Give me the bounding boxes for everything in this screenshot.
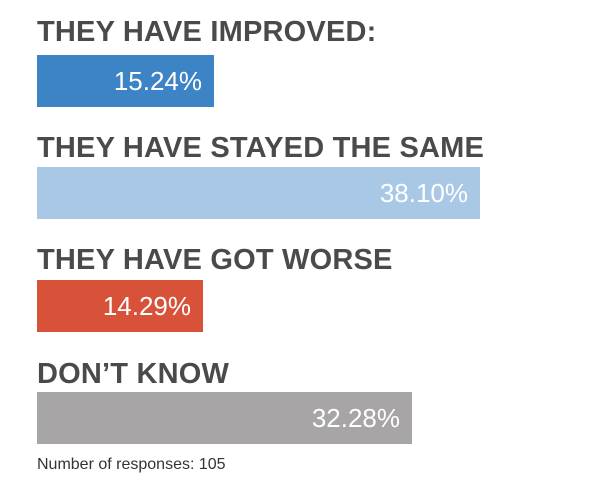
- bar-value-label: 38.10%: [379, 178, 468, 208]
- category-label-don-t-know: DON’T KNOW: [37, 358, 230, 390]
- bar-value-label: 15.24%: [113, 66, 202, 96]
- bar-value-label: 32.28%: [311, 403, 400, 433]
- category-label-they-have-improved: THEY HAVE IMPROVED:: [37, 16, 377, 48]
- bar-they-have-improved: 15.24%: [37, 55, 214, 107]
- bar-they-have-got-worse: 14.29%: [37, 280, 203, 332]
- responses-footnote: Number of responses: 105: [37, 456, 226, 473]
- category-label-they-have-got-worse: THEY HAVE GOT WORSE: [37, 244, 393, 276]
- bar-they-have-stayed-the-same: 38.10%: [37, 167, 480, 219]
- bar-value-label: 14.29%: [102, 291, 191, 321]
- category-label-they-have-stayed-the-same: THEY HAVE STAYED THE SAME: [37, 132, 485, 164]
- bar-don-t-know: 32.28%: [37, 392, 412, 444]
